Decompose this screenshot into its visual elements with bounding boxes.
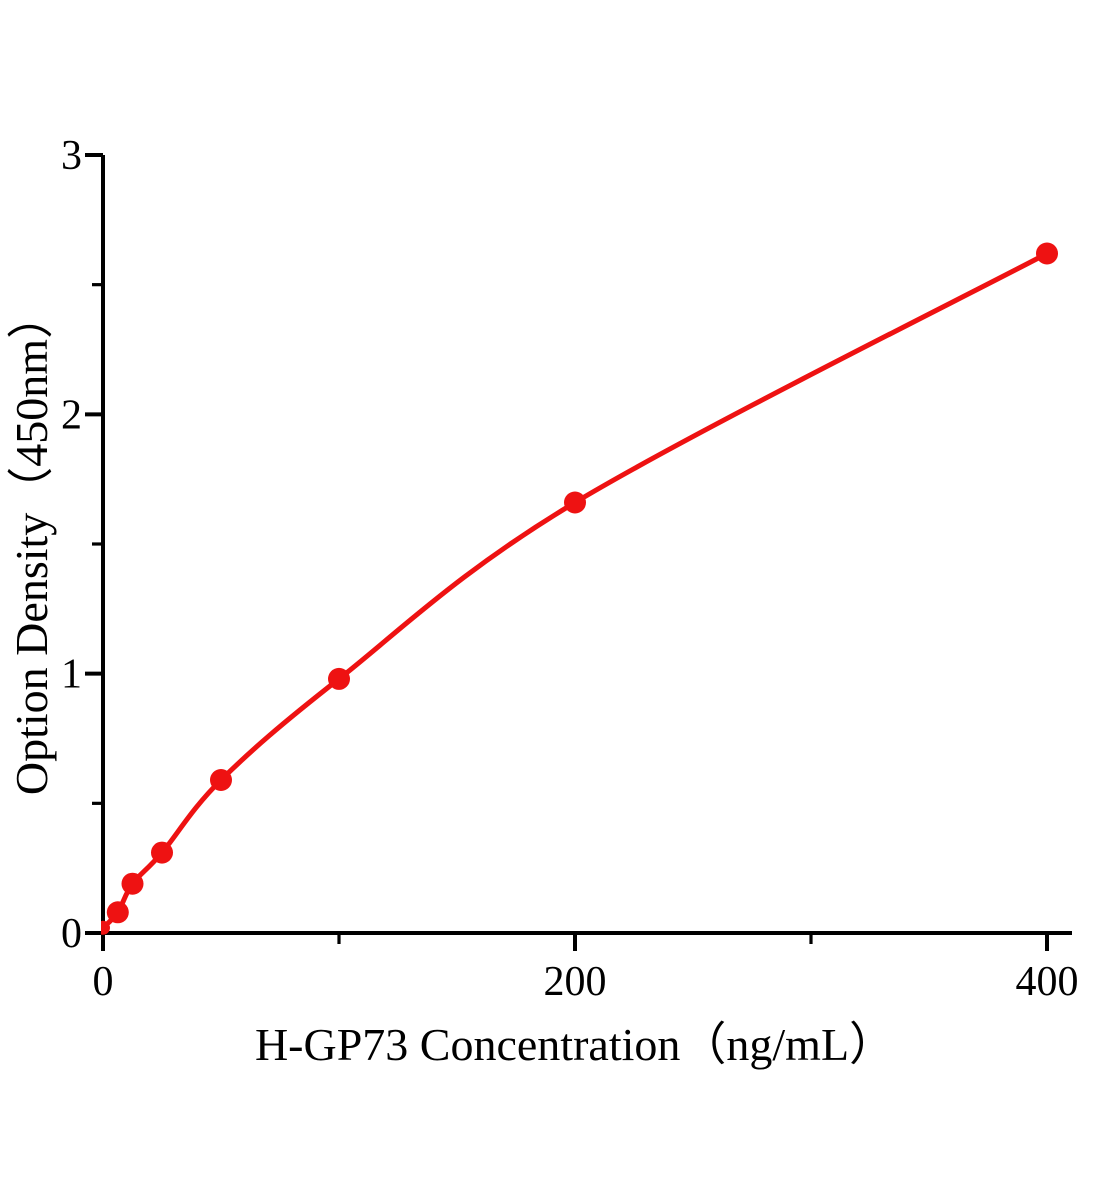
y-tick-label: 0	[61, 911, 82, 957]
y-axis-title: Option Density（450nm）	[6, 292, 57, 796]
data-point-marker	[151, 841, 173, 864]
data-point-marker	[121, 872, 144, 895]
x-tick-label: 0	[93, 959, 114, 1005]
data-point-marker	[101, 920, 110, 935]
plot-area-group	[101, 242, 1058, 935]
data-point-marker	[106, 901, 129, 924]
x-tick-label: 400	[1016, 959, 1079, 1005]
x-axis-title: H-GP73 Concentration（ng/mL）	[254, 1019, 896, 1070]
y-tick-label: 3	[61, 133, 82, 179]
y-tick-label: 1	[61, 652, 82, 698]
data-point-marker	[1036, 242, 1058, 265]
axes-spines	[101, 155, 1072, 935]
x-tick-label: 200	[544, 959, 607, 1005]
y-tick-label: 2	[61, 392, 82, 438]
standard-curve-line	[101, 251, 1050, 931]
data-point-marker	[328, 667, 350, 690]
data-point-marker	[564, 491, 586, 514]
data-point-marker	[210, 769, 232, 791]
